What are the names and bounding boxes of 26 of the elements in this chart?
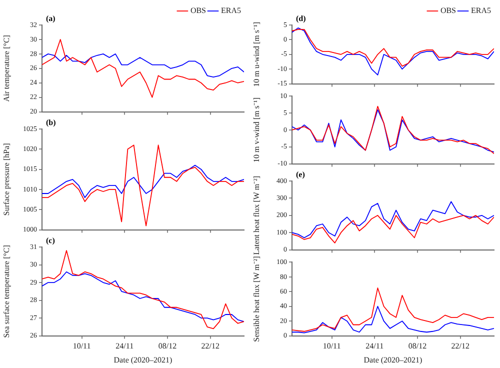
x-tick-label: 24/11 xyxy=(116,342,134,351)
x-tick-label: 22/12 xyxy=(201,342,220,351)
x-tick-label: 22/12 xyxy=(451,342,470,351)
x-tick-label: 08/12 xyxy=(158,342,177,351)
y-axis-title: Surface pressure [hPa] xyxy=(2,142,11,216)
y-axis-title: 10 m u-wind [m s⁻¹] xyxy=(252,22,261,87)
text: (a) xyxy=(46,14,56,24)
text: (e) xyxy=(296,170,306,180)
y-axis-title: 10 m v-wind [m s⁻¹] xyxy=(252,97,261,162)
text: (d) xyxy=(296,14,306,24)
legend-label: OBS xyxy=(440,6,456,16)
text: (b) xyxy=(46,118,56,128)
x-tick-label: 10/11 xyxy=(322,342,341,351)
legend-label: ERA5 xyxy=(471,6,491,16)
y-axis-title: Air temperature [°C] xyxy=(2,34,11,102)
x-tick-label: 10/11 xyxy=(72,342,91,351)
x-tick-label: 24/11 xyxy=(366,342,384,351)
y-axis-title: Sensible heat flux [W m⁻²] xyxy=(252,256,261,342)
y-axis-title: Sea surface temperature [°C] xyxy=(2,244,11,338)
x-axis-title: Date (2020–2021) xyxy=(114,355,173,364)
legend-label: ERA5 xyxy=(221,6,241,16)
text: (c) xyxy=(46,236,56,246)
x-tick-label: 08/12 xyxy=(408,342,427,351)
x-axis-title: Date (2020–2021) xyxy=(364,355,423,364)
legend-label: OBS xyxy=(190,6,206,16)
y-axis-title: Latent heat flux [W m⁻²] xyxy=(252,176,261,255)
